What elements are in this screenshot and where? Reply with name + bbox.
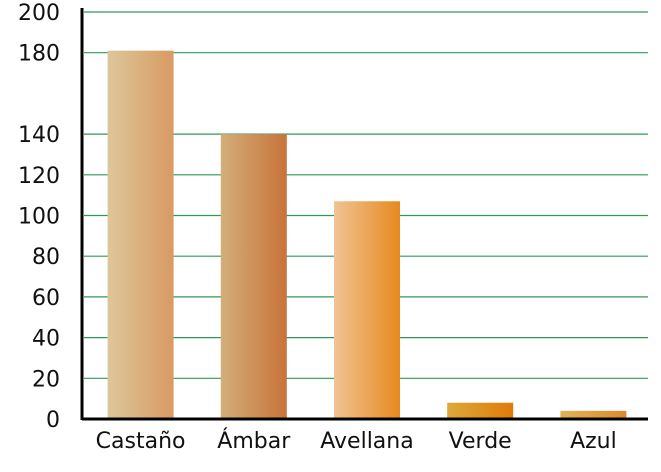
x-tick-label: Castaño (96, 429, 186, 454)
y-tick-label: 20 (32, 367, 60, 392)
bar-avellana (334, 201, 400, 419)
y-tick-label: 140 (18, 123, 60, 148)
y-tick-label: 120 (18, 164, 60, 189)
y-tick-label: 60 (32, 286, 60, 311)
bar-ámbar (220, 134, 287, 419)
bars (107, 50, 627, 419)
x-tick-label: Verde (449, 429, 512, 454)
bar-azul (560, 410, 627, 419)
y-tick-label: 80 (32, 245, 60, 270)
x-tick-label: Avellana (320, 429, 413, 454)
y-tick-label: 40 (32, 327, 60, 352)
y-tick-label: 200 (18, 1, 60, 26)
bar-verde (447, 402, 514, 419)
x-tick-labels: Castaño Ámbar Avellana Verde Azul (96, 428, 617, 454)
x-tick-label: Ámbar (217, 428, 291, 454)
y-tick-label: 180 (18, 42, 60, 67)
bar-castaño (107, 50, 174, 419)
y-tick-labels: 0 20 40 60 80 100 120 140 180 200 (18, 1, 60, 433)
y-tick-label: 100 (18, 205, 60, 230)
y-tick-label: 0 (46, 408, 60, 433)
x-tick-label: Azul (570, 429, 617, 454)
